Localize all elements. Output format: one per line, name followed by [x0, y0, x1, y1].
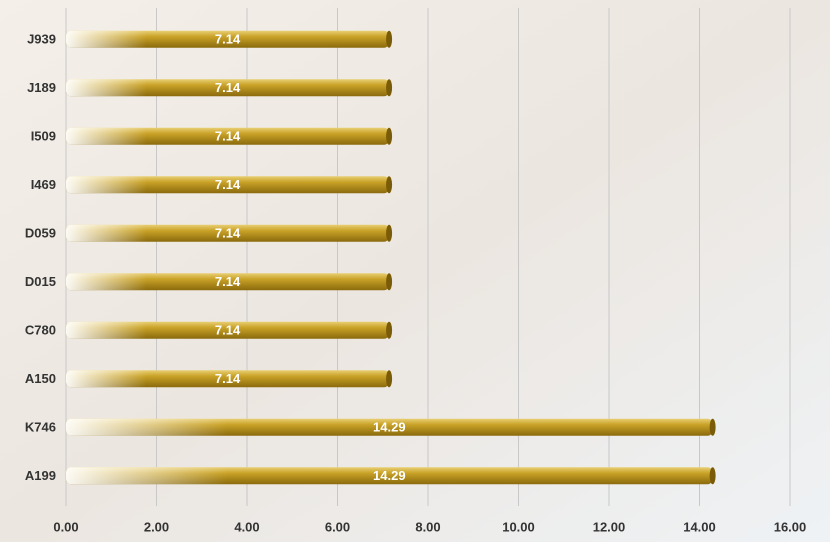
- y-tick-label: I469: [31, 177, 56, 192]
- value-label: 7.14: [215, 371, 241, 386]
- y-tick-label: A150: [25, 371, 56, 386]
- x-tick-label: 14.00: [683, 519, 716, 534]
- x-tick-label: 4.00: [234, 519, 259, 534]
- bar: [66, 30, 393, 48]
- value-label: 7.14: [215, 80, 241, 95]
- bar: [66, 224, 393, 242]
- bar: [66, 321, 393, 339]
- value-label: 7.14: [215, 129, 241, 144]
- y-tick-label: D015: [25, 274, 56, 289]
- bar: [66, 79, 393, 97]
- x-tick-label: 2.00: [144, 519, 169, 534]
- y-tick-label: J189: [27, 80, 56, 95]
- value-label: 7.14: [215, 274, 241, 289]
- bar: [66, 418, 716, 436]
- bar: [66, 176, 393, 194]
- x-tick-label: 8.00: [415, 519, 440, 534]
- y-tick-label: D059: [25, 226, 56, 241]
- y-tick-label: I509: [31, 129, 56, 144]
- bar: [66, 467, 716, 485]
- x-tick-label: 16.00: [774, 519, 807, 534]
- x-tick-label: 6.00: [325, 519, 350, 534]
- bar: [66, 273, 393, 291]
- y-tick-label: K746: [25, 420, 56, 435]
- bar: [66, 370, 393, 388]
- value-label: 7.14: [215, 177, 241, 192]
- value-label: 7.14: [215, 32, 241, 47]
- bar: [66, 127, 393, 145]
- value-label: 7.14: [215, 323, 241, 338]
- x-tick-label: 10.00: [502, 519, 535, 534]
- value-label: 7.14: [215, 226, 241, 241]
- value-label: 14.29: [373, 420, 406, 435]
- y-tick-label: J939: [27, 32, 56, 47]
- value-label: 14.29: [373, 468, 406, 483]
- x-tick-label: 12.00: [593, 519, 626, 534]
- x-tick-label: 0.00: [53, 519, 78, 534]
- y-tick-label: C780: [25, 323, 56, 338]
- y-tick-label: A199: [25, 468, 56, 483]
